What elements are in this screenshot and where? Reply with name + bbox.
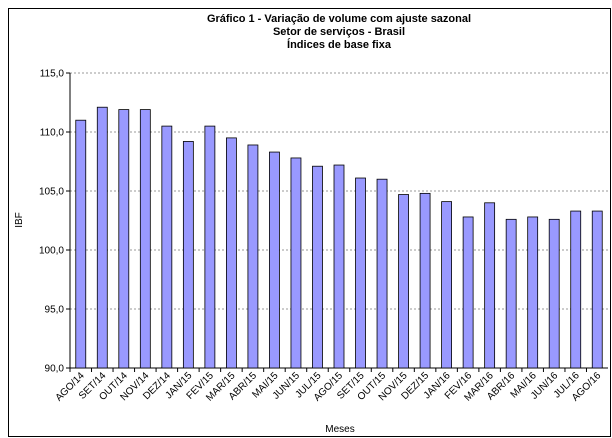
bar [182,141,194,369]
y-axis-label: IBF [14,212,25,228]
bar [591,210,603,369]
bar [419,192,431,369]
y-tick-label: 95,0 [45,305,65,316]
bar [225,137,237,369]
bar [462,216,474,369]
bar [355,177,366,369]
y-tick-label: 100,0 [39,246,64,257]
bar [398,194,409,369]
y-tick-label: 105,0 [39,187,64,198]
y-tick-label: 115,0 [40,69,65,80]
bar [548,218,560,369]
bar [96,106,108,369]
bar [204,125,216,369]
y-tick-label: 90,0 [45,364,65,375]
x-axis-label: Meses [325,424,354,435]
chart-subtitle: Setor de serviços - Brasil [273,26,405,38]
chart-title: Gráfico 1 - Variação de volume com ajust… [207,13,471,25]
bar [333,164,345,369]
bar [139,109,151,369]
bar [505,218,517,369]
bar [290,157,302,369]
bar [376,178,388,369]
bar [312,165,323,369]
bar [118,109,130,369]
bar [570,210,582,369]
bar [247,144,259,369]
bar [269,151,280,369]
bar [161,125,173,369]
bar [441,201,453,369]
bar [527,216,539,369]
y-tick-label: 110,0 [40,128,65,139]
bar [75,119,87,369]
chart-subtitle: Índices de base fixa [287,38,392,51]
bar [484,202,496,369]
